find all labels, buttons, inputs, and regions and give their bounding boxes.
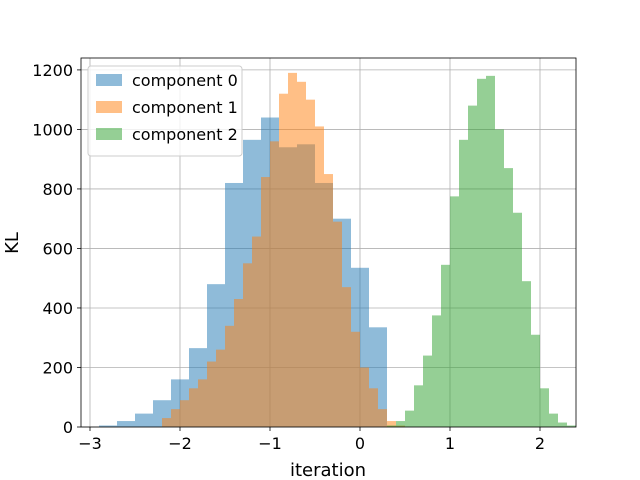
x-tick-label: −2	[168, 434, 192, 453]
y-tick-label: 400	[42, 299, 73, 318]
histogram-bar	[450, 196, 459, 427]
histogram-bar	[441, 264, 450, 427]
histogram-bar	[270, 141, 279, 428]
histogram-bar	[387, 421, 396, 427]
histogram-bar	[342, 287, 351, 427]
y-tick-label: 1000	[32, 120, 73, 139]
legend-box	[87, 65, 243, 157]
x-tick-label: 1	[445, 434, 455, 453]
histogram-bar	[387, 425, 396, 427]
legend-label: component 2	[132, 125, 238, 144]
histogram-bar	[432, 315, 441, 427]
histogram-bar	[567, 425, 576, 427]
y-tick-label: 0	[63, 418, 73, 437]
histogram-bar	[504, 168, 513, 427]
legend-swatch	[96, 128, 122, 140]
series-2-bars	[387, 75, 576, 428]
histogram-bar	[216, 349, 225, 427]
histogram-bar	[423, 355, 432, 427]
y-tick-label: 200	[42, 358, 73, 377]
histogram-bar	[225, 325, 234, 427]
histogram-bar	[459, 139, 468, 428]
legend-swatch	[96, 74, 122, 86]
histogram-bar	[162, 418, 171, 427]
x-tick-label: 2	[535, 434, 545, 453]
histogram-bar	[252, 236, 261, 427]
histogram-bar	[297, 81, 306, 427]
histogram-bar	[288, 72, 297, 428]
histogram-bar	[522, 281, 531, 427]
series-1-bars	[162, 72, 405, 428]
y-tick-label: 1200	[32, 61, 73, 80]
x-tick-label: 0	[355, 434, 365, 453]
histogram-bar	[333, 221, 342, 427]
histogram-bar	[279, 93, 288, 427]
histogram-bar	[396, 421, 405, 427]
histogram-bar	[171, 409, 180, 427]
histogram-bar	[351, 331, 360, 427]
histogram-bar	[189, 388, 198, 427]
legend-label: component 1	[132, 98, 238, 117]
y-axis-label: KL	[2, 232, 23, 254]
histogram-bar	[405, 410, 414, 427]
histogram-bar	[468, 105, 477, 427]
histogram-bar	[315, 126, 324, 428]
histogram-bar	[558, 422, 567, 427]
histogram-bar	[477, 78, 486, 428]
histogram-bar	[234, 299, 243, 427]
histogram-bar	[549, 413, 558, 427]
histogram-bar	[360, 367, 369, 427]
histogram-bar	[180, 400, 189, 427]
histogram-bar	[495, 129, 504, 427]
plot-frame	[80, 57, 577, 428]
histogram-bar	[324, 174, 333, 427]
histogram-bar	[135, 413, 153, 427]
histogram-bar	[207, 361, 216, 427]
histogram-bar	[513, 212, 522, 427]
histogram-bar	[414, 385, 423, 427]
histogram-bars	[99, 72, 576, 428]
x-tick-label: −3	[78, 434, 102, 453]
x-tick-label: −1	[258, 434, 282, 453]
y-tick-label: 600	[42, 239, 73, 258]
histogram-bar	[99, 425, 117, 427]
histogram-bar	[486, 75, 495, 428]
histogram-bar	[531, 334, 540, 427]
histogram-bar	[369, 388, 378, 427]
legend-label: component 0	[132, 71, 238, 90]
histogram-bar	[306, 99, 315, 428]
y-tick-label: 800	[42, 180, 73, 199]
histogram-bar	[540, 388, 549, 427]
x-axis-label: iteration	[290, 460, 366, 480]
legend: component 0 component 1 component 2	[87, 65, 243, 157]
axis-ticks: −3 −2 −1 0 1 2 0 200 400 600 800 1000 1200	[32, 61, 545, 453]
legend-swatch	[96, 101, 122, 113]
histogram-bar	[243, 263, 252, 427]
histogram-bar	[378, 409, 387, 427]
histogram-bar	[117, 421, 135, 427]
histogram-bar	[198, 379, 207, 427]
histogram-bar	[261, 177, 270, 427]
